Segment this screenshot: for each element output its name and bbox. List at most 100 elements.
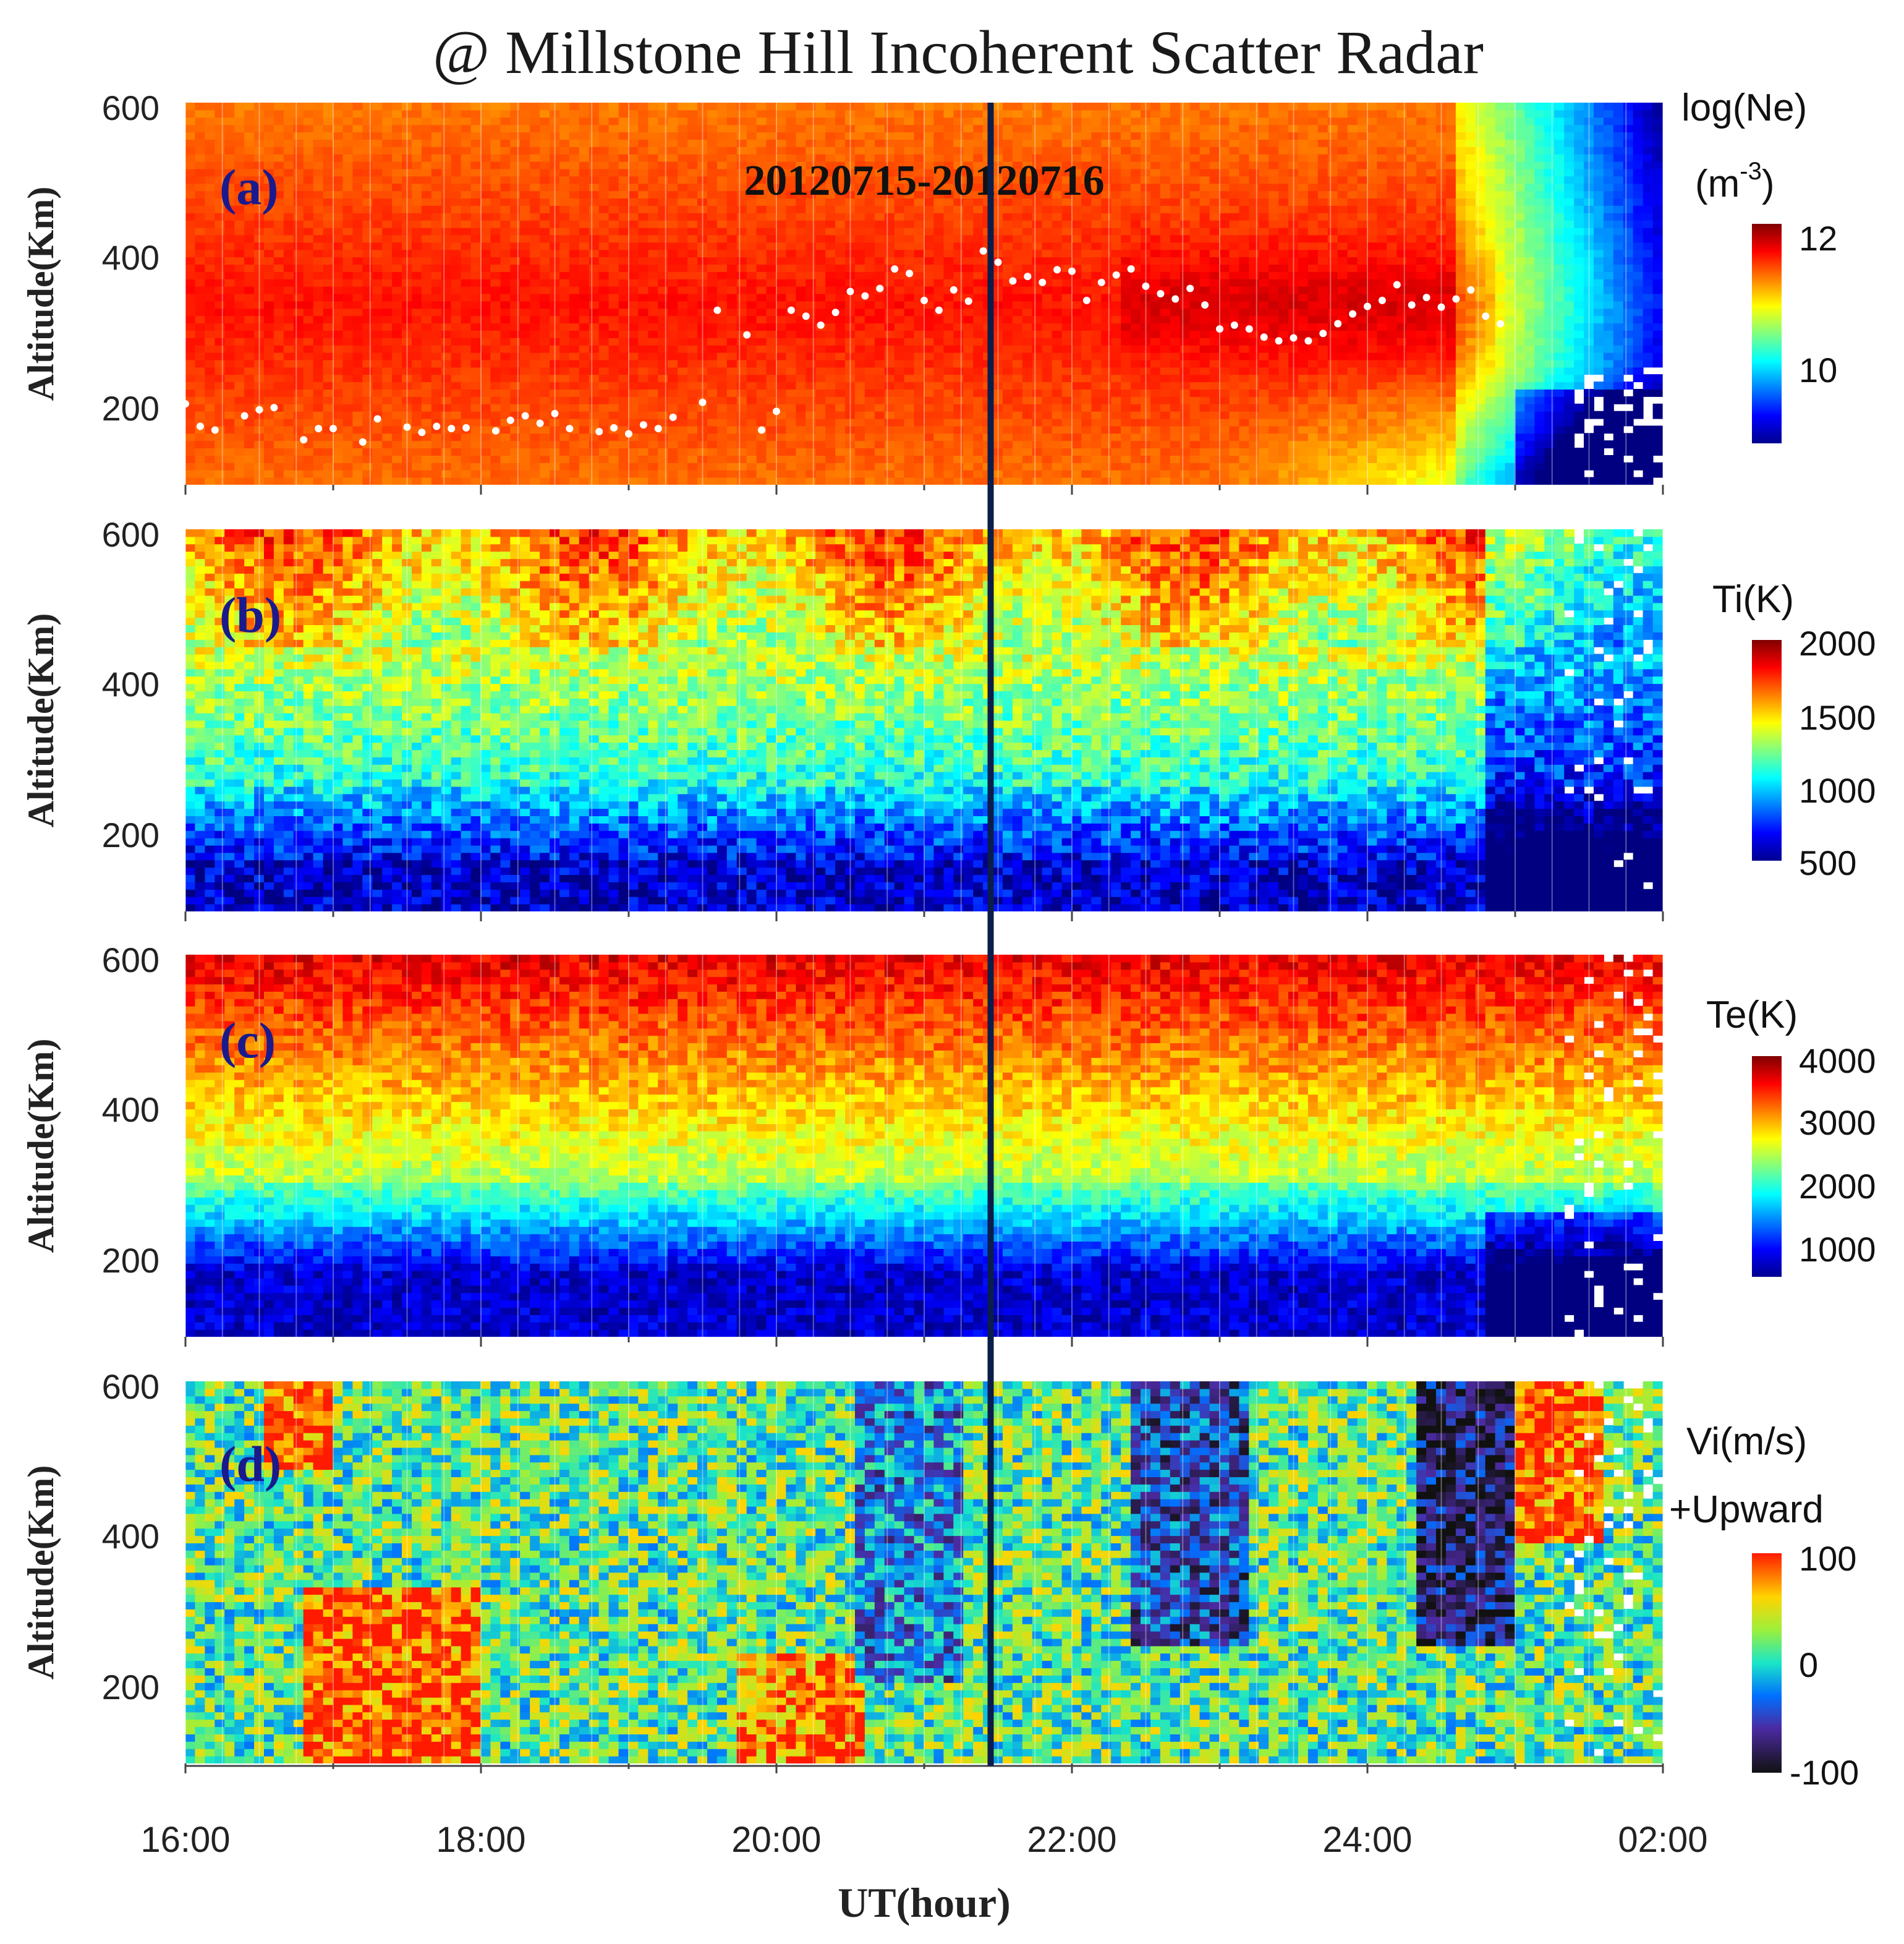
heatmap-cell <box>1003 389 1013 397</box>
heatmap-cell <box>550 389 560 397</box>
heatmap-cell <box>697 403 708 412</box>
heatmap-cell <box>726 183 737 192</box>
heatmap-cell <box>1091 448 1102 456</box>
heatmap-cell <box>273 469 284 478</box>
heatmap-cell <box>273 330 284 338</box>
heatmap-cell <box>550 109 560 118</box>
heatmap-cell <box>618 249 629 258</box>
heatmap-cell <box>520 205 531 213</box>
heatmap-cell <box>1091 132 1102 140</box>
heatmap-cell <box>244 301 255 309</box>
heatmap-cell <box>1061 212 1073 221</box>
heatmap-cell <box>687 389 698 397</box>
heatmap-cell <box>264 176 274 184</box>
heatmap-cell <box>825 293 836 302</box>
heatmap-cell <box>746 109 757 118</box>
heatmap-cell <box>293 301 304 309</box>
heatmap-cell <box>1052 337 1063 346</box>
heatmap-cell <box>1071 359 1082 368</box>
heatmap-cell <box>431 153 442 162</box>
heatmap-cell <box>480 117 491 126</box>
heatmap-cell <box>461 323 472 331</box>
heatmap-cell <box>431 367 442 375</box>
heatmap-cell <box>914 337 925 346</box>
heatmap-cell <box>254 382 265 390</box>
heatmap-cell <box>884 462 895 471</box>
heatmap-cell <box>550 103 560 111</box>
heatmap-cell <box>382 433 393 441</box>
heatmap-cell <box>716 109 728 118</box>
heatmap-cell <box>559 418 570 427</box>
heatmap-cell <box>648 469 659 478</box>
heatmap-cell <box>776 139 787 147</box>
heatmap-cell <box>579 469 590 478</box>
heatmap-cell <box>185 301 196 309</box>
heatmap-cell <box>569 212 580 221</box>
heatmap-cell <box>382 190 393 198</box>
heatmap-cell <box>697 477 708 485</box>
heatmap-cell <box>421 109 432 118</box>
heatmap-cell <box>500 352 511 360</box>
heatmap-cell <box>293 117 304 126</box>
heatmap-cell <box>224 455 236 463</box>
heatmap-cell <box>195 389 206 397</box>
heatmap-cell <box>687 425 698 434</box>
heatmap-cell <box>480 469 491 478</box>
heatmap-cell <box>1121 330 1132 338</box>
heatmap-cell <box>835 271 846 279</box>
heatmap-cell <box>352 257 363 265</box>
heatmap-cell <box>461 477 472 485</box>
heatmap-cell <box>510 103 521 111</box>
heatmap-cell <box>855 249 865 258</box>
heatmap-cell <box>283 161 294 169</box>
heatmap-cell <box>864 234 875 243</box>
heatmap-cell <box>461 227 472 236</box>
heatmap-cell <box>1091 374 1102 383</box>
heatmap-cell <box>254 418 265 427</box>
heatmap-cell <box>1081 382 1092 390</box>
heatmap-cell <box>185 455 196 463</box>
heatmap-cell <box>589 153 600 162</box>
heatmap-cell <box>323 264 334 272</box>
heatmap-cell <box>451 469 462 478</box>
heatmap-cell <box>618 374 629 383</box>
heatmap-cell <box>362 382 373 390</box>
heatmap-cell <box>864 249 875 258</box>
heatmap-cell <box>914 257 925 265</box>
heatmap-cell <box>421 190 432 198</box>
heatmap-cell <box>815 103 827 111</box>
heatmap-cell <box>451 109 462 118</box>
heatmap-cell <box>894 257 905 265</box>
heatmap-cell <box>589 168 600 177</box>
heatmap-cell <box>924 455 935 463</box>
heatmap-cell <box>756 301 767 309</box>
heatmap-cell <box>1042 286 1053 294</box>
heatmap-cell <box>1042 323 1053 331</box>
heatmap-cell <box>1061 220 1073 228</box>
heatmap-cell <box>234 139 245 147</box>
heatmap-cell <box>805 440 817 449</box>
heatmap-cell <box>185 161 196 169</box>
heatmap-cell <box>914 117 925 126</box>
heatmap-cell <box>431 139 442 147</box>
heatmap-cell <box>845 330 856 338</box>
heatmap-cell <box>550 330 560 338</box>
heatmap-cell <box>924 234 935 243</box>
heatmap-cell <box>894 477 905 485</box>
heatmap-cell <box>215 242 226 250</box>
heatmap-cell <box>776 278 787 287</box>
heatmap-cell <box>205 212 216 221</box>
heatmap-cell <box>254 433 265 441</box>
heatmap-cell <box>224 367 236 375</box>
heatmap-cell <box>559 139 570 147</box>
heatmap-cell <box>1101 220 1112 228</box>
heatmap-cell <box>786 352 797 360</box>
heatmap-cell <box>638 139 649 147</box>
heatmap-cell <box>402 242 412 250</box>
heatmap-cell <box>215 168 226 177</box>
heatmap-cell <box>766 264 777 272</box>
heatmap-cell <box>589 242 600 250</box>
heatmap-cell <box>825 168 836 177</box>
heatmap-cell <box>776 220 787 228</box>
heatmap-cell <box>530 168 541 177</box>
